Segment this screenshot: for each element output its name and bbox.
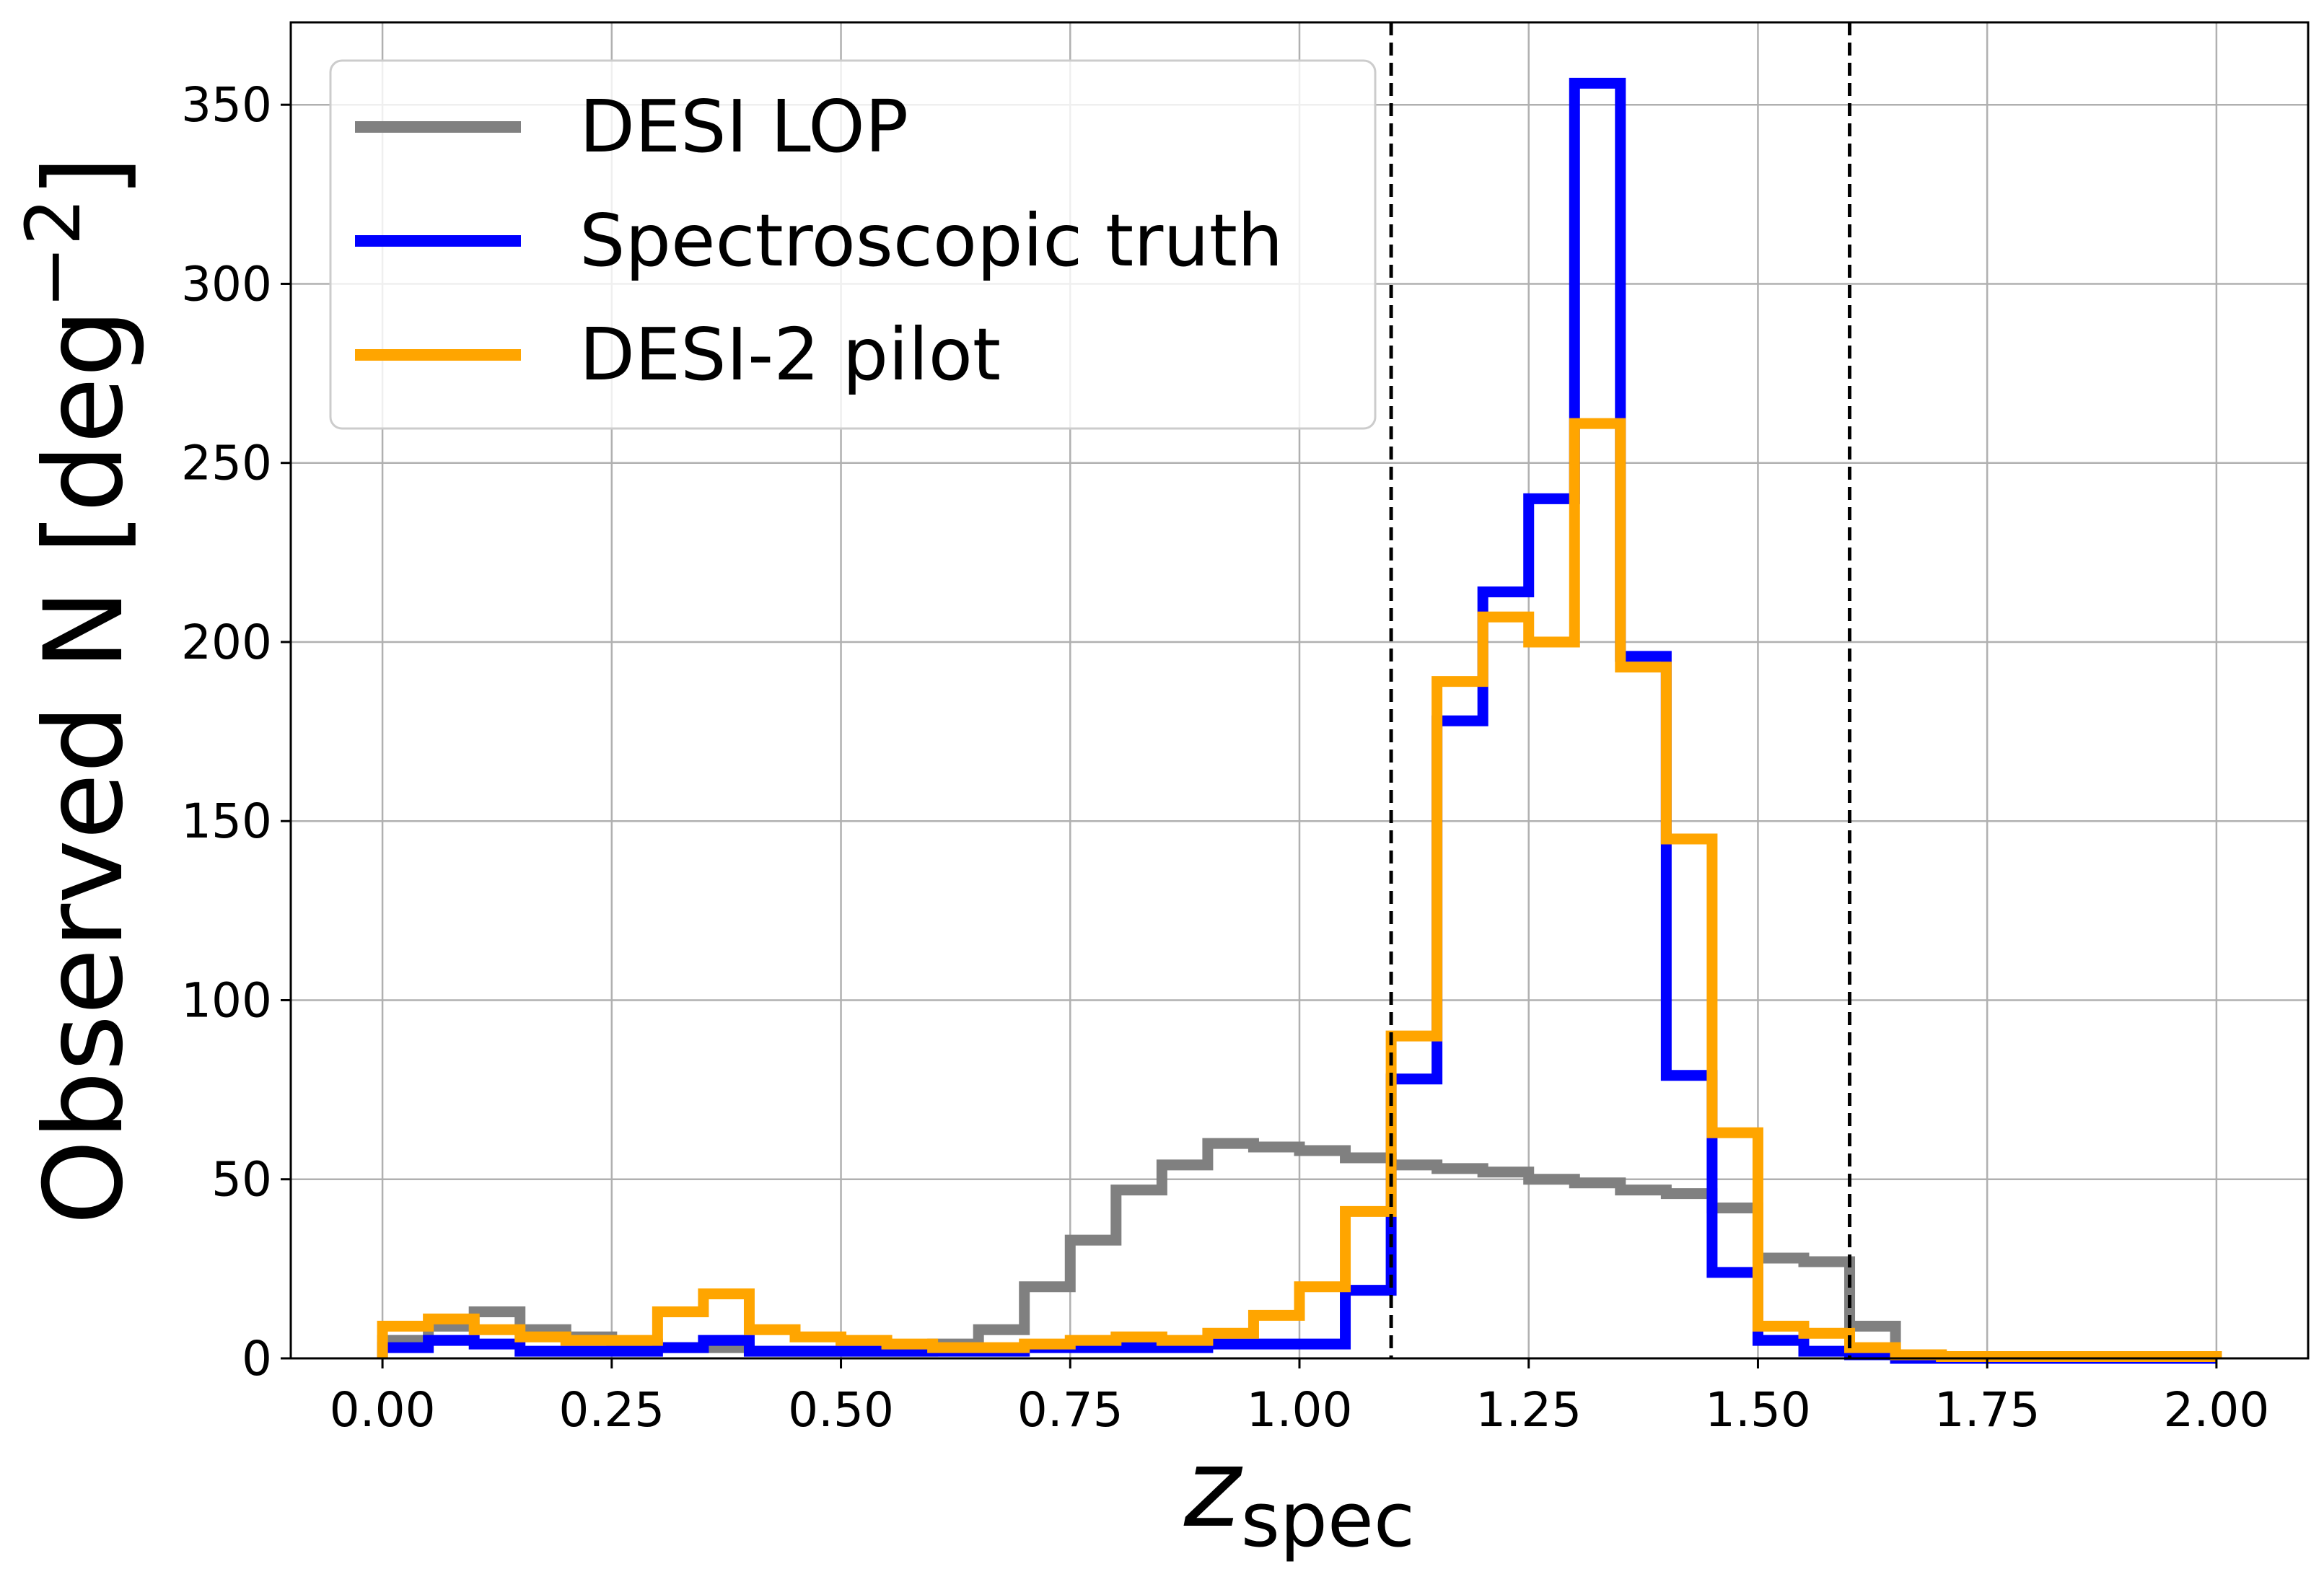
- y-tick-label: 0: [242, 1331, 272, 1386]
- x-tick-label: 2.00: [2163, 1382, 2269, 1438]
- axis-ticks: [281, 103, 2218, 1368]
- legend-label-pilot: DESI-2 pilot: [579, 312, 1001, 397]
- y-tick-label: 300: [181, 256, 272, 312]
- y-axis-title: Observed N [deg−2]: [9, 156, 147, 1225]
- x-tick-label: 1.50: [1705, 1382, 1811, 1438]
- x-axis-title: zspec: [1183, 1426, 1415, 1564]
- x-tick-label: 0.75: [1017, 1382, 1123, 1438]
- y-tick-label: 250: [181, 436, 272, 491]
- legend-label-truth: Spectroscopic truth: [579, 198, 1283, 283]
- x-tick-label: 1.75: [1934, 1382, 2040, 1438]
- x-tick-label: 0.25: [558, 1382, 665, 1438]
- x-tick-label: 1.00: [1247, 1382, 1353, 1438]
- x-tick-label: 0.50: [788, 1382, 894, 1438]
- x-tick-label: 0.00: [330, 1382, 436, 1438]
- y-tick-label: 50: [211, 1152, 272, 1208]
- series-2-step-line: [377, 418, 2222, 1363]
- y-tick-label: 200: [181, 615, 272, 670]
- x-tick-label: 1.25: [1475, 1382, 1582, 1438]
- y-axis-title-superscript: −2: [9, 198, 97, 308]
- tick-labels: 0.00 0.25 0.50 0.75 1.00 1.25 1.50 1.75 2.00 0 50 1…: [181, 77, 2269, 1438]
- legend-box: [329, 59, 1377, 430]
- reference-lines: [1389, 22, 1852, 1358]
- legend-label-lop: DESI LOP: [579, 84, 908, 169]
- y-axis-title-main: Observed N [deg: [22, 309, 147, 1225]
- legend: DESI LOP Spectroscopic truth DESI-2 pilo…: [329, 59, 1377, 430]
- y-axis-title-close: ]: [22, 156, 147, 198]
- x-axis-title-main: z: [1183, 1426, 1243, 1552]
- y-tick-label: 350: [181, 77, 272, 133]
- y-tick-label: 100: [181, 972, 272, 1028]
- y-tick-label: 150: [181, 794, 272, 849]
- x-axis-title-subscript: spec: [1241, 1476, 1415, 1564]
